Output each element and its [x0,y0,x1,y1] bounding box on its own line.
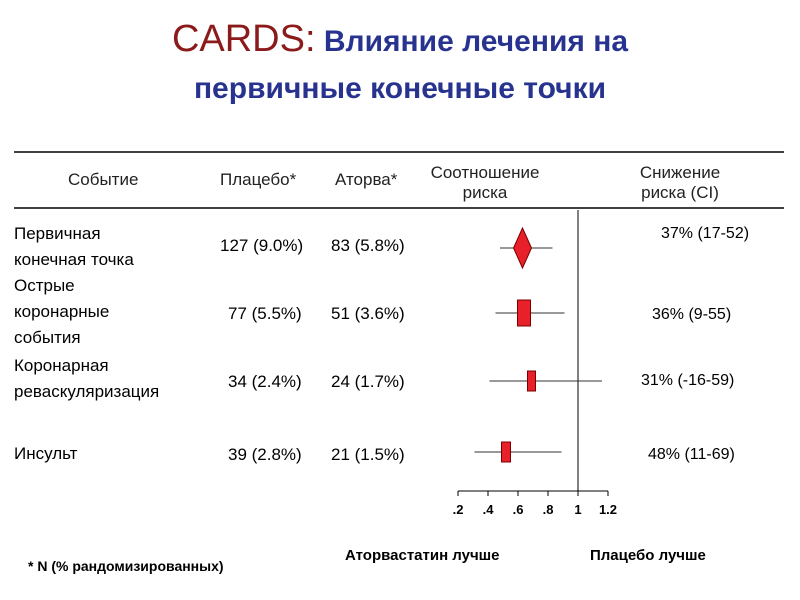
hr-square-marker [501,441,511,463]
label-placebo-better: Плацебо лучше [590,547,706,564]
label-atorvastatin-better: Аторвастатин лучше [345,547,500,564]
x-tick-label: 1.2 [599,502,617,517]
cell-placebo: 39 (2.8%) [228,445,302,464]
title-study-name: CARDS: [171,18,316,60]
row-label-line: Инсульт [14,444,78,463]
row-label-line: Острые [14,276,75,295]
row-label-line: конечная точка [14,250,134,269]
hr-square-marker [527,370,536,392]
row-label-primary: Первичная конечная точка [14,221,134,273]
cell-reduction: 31% (-16-59) [641,372,735,389]
title-subtitle: Влияние лечения на [315,25,629,58]
row-label-line: реваскуляризация [14,382,160,401]
x-tick-label: .2 [453,502,464,517]
cell-atorva: 51 (3.6%) [331,304,405,323]
cell-atorva: 24 (1.7%) [331,372,405,391]
cell-reduction: 37% (17-52) [661,225,750,242]
cell-atorva: 83 (5.8%) [331,236,405,255]
header-placebo: Плацебо* [220,170,297,189]
page-title-line2: первичные конечные точки [193,72,607,105]
page-title: CARDS: Влияние лечения на [0,18,800,61]
row-label-revascularization: Коронарная реваскуляризация [14,353,159,405]
x-tick-label: 1 [574,502,581,517]
x-tick-label: .8 [543,502,554,517]
hr-diamond-marker [512,226,533,270]
header-reduction-line2: риска (CI) [641,183,719,202]
row-label-line: события [14,328,81,347]
row-label-line: коронарные [14,302,110,321]
footnote: * N (% рандомизированных) [28,558,224,574]
header-ratio-line2: риска [462,183,508,202]
cell-reduction: 36% (9-55) [652,306,732,323]
x-tick-label: .6 [513,502,524,517]
header-reduction: Снижение риска (CI) [600,163,760,203]
cell-reduction: 48% (11-69) [648,446,735,463]
cell-placebo: 127 (9.0%) [220,236,304,255]
cell-placebo: 34 (2.4%) [228,372,302,391]
row-label-line: Коронарная [14,356,109,375]
header-reduction-line1: Снижение [639,163,721,182]
row-label-stroke: Инсульт [14,441,77,467]
header-ratio-line1: Соотношение [430,163,540,182]
header-event: Событие [68,170,139,189]
row-label-line: Первичная [14,224,101,243]
header-atorva: Аторва* [335,170,398,189]
row-label-acute-coronary: Острые коронарные события [14,273,109,351]
cell-atorva: 21 (1.5%) [331,445,405,464]
header-ratio: Соотношение риска [410,163,560,203]
x-tick-label: .4 [483,502,495,517]
cell-placebo: 77 (5.5%) [228,304,302,323]
hr-square-marker [517,299,531,327]
